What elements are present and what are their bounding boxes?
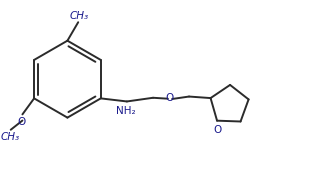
Text: CH₃: CH₃	[69, 11, 88, 21]
Text: CH₃: CH₃	[0, 132, 19, 142]
Text: O: O	[166, 93, 174, 103]
Text: O: O	[18, 117, 26, 127]
Text: O: O	[213, 125, 221, 135]
Text: NH₂: NH₂	[115, 106, 135, 116]
